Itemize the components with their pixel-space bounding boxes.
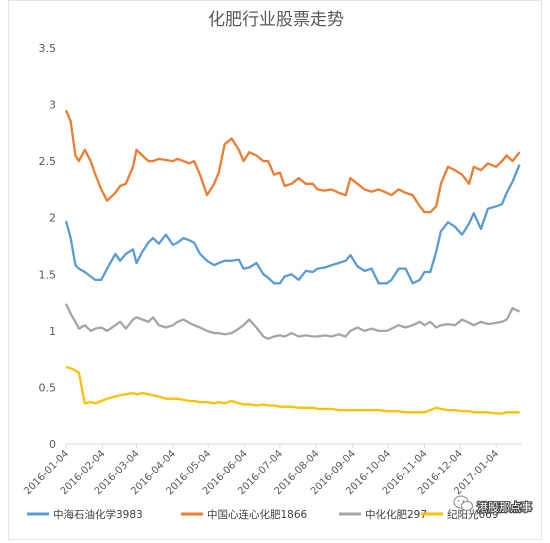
series-line-0 <box>64 164 521 285</box>
series-line-3 <box>65 365 520 415</box>
axes-layer: 00.511.522.533.52016-01-042016-02-042016… <box>22 42 522 497</box>
watermark: 港股那点事 <box>453 495 533 515</box>
y-tick-label: 1 <box>49 325 56 338</box>
y-tick-label: 2 <box>49 212 56 225</box>
legend-label-3: 纪阳光669 <box>447 508 499 521</box>
watermark-text: 港股那点事 <box>477 501 532 514</box>
legend-label-0: 中海石油化学3983 <box>53 508 143 521</box>
wechat-icon <box>453 495 473 511</box>
legend: 中海石油化学3983 中国心连心化肥1866 中化化肥297 纪阳光669 <box>27 508 499 521</box>
y-tick-label: 0.5 <box>39 381 57 394</box>
legend-label-1: 中国心连心化肥1866 <box>207 508 308 521</box>
series-layer <box>64 109 521 415</box>
series-line-1 <box>64 109 521 214</box>
y-tick-label: 0 <box>49 438 56 451</box>
legend-label-2: 中化化肥297 <box>365 508 427 521</box>
y-tick-label: 2.5 <box>39 155 57 168</box>
series-line-2 <box>64 303 521 340</box>
y-tick-label: 3.5 <box>39 42 57 55</box>
chart-title: 化肥行业股票走势 <box>208 10 344 30</box>
chart-frame: 化肥行业股票走势 0 0.5 1 1.5 2 2.5 3 3.5 2016-01-04 2016-… <box>8 0 542 540</box>
y-tick-label: 1.5 <box>39 268 57 281</box>
y-tick-label: 3 <box>49 99 56 112</box>
chart-svg: 化肥行业股票走势 00.511.522.533.52016-01-042016-… <box>22 10 533 521</box>
